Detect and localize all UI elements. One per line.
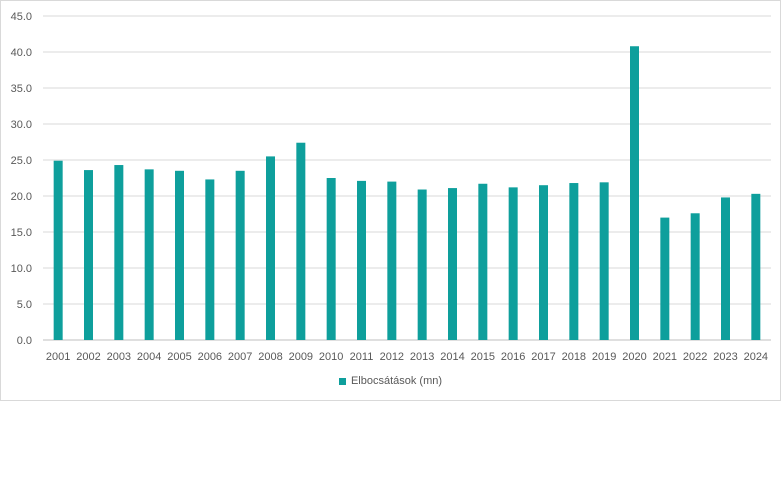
bar-chart: 0.0 5.0 10.0 15.0 20.0 25.0 30.0 35.0 40.0 45.0 20… [11,11,771,363]
x-tick-label: 2004 [137,351,161,363]
x-tick-label: 2010 [319,351,343,363]
bar [175,170,184,340]
x-tick-label: 2012 [380,351,404,363]
y-tick-label: 45.0 [11,11,32,23]
x-tick-label: 2019 [592,351,616,363]
bar [357,180,366,340]
x-tick-label: 2011 [350,351,374,363]
bar [660,217,670,340]
y-tick-label: 20.0 [11,191,32,203]
bar [296,142,306,340]
bar [721,197,730,340]
x-tick-label: 2024 [744,351,768,363]
y-tick-label: 0.0 [17,335,32,347]
bar [539,185,548,340]
bar [569,183,579,340]
x-tick-label: 2007 [228,351,252,363]
x-tick-label: 2009 [289,351,313,363]
legend-label: Elbocsátások (mn) [350,375,443,387]
bar [630,46,639,341]
legend-swatch [338,377,346,385]
x-tick-label: 2017 [531,351,555,363]
x-tick-label: 2002 [76,351,100,363]
x-tick-label: 2023 [713,351,737,363]
x-tick-label: 2016 [501,351,525,363]
x-tick-label: 2015 [471,351,495,363]
bar [448,188,457,340]
bar [417,189,427,340]
x-tick-label: 2020 [622,351,646,363]
x-tick-label: 2022 [683,351,707,363]
bar [205,179,215,340]
x-tick-label: 2006 [198,351,222,363]
bar [326,178,336,340]
bar [144,169,154,340]
y-tick-label: 25.0 [11,155,32,167]
bar [751,193,761,340]
y-tick-label: 30.0 [11,119,32,131]
bar [508,187,518,340]
x-tick-label: 2021 [653,351,677,363]
x-tick-label: 2001 [46,351,70,363]
bar [53,160,63,340]
y-tick-label: 15.0 [11,227,32,239]
bar [235,170,245,340]
y-tick-label: 40.0 [11,47,32,59]
bar [84,170,93,340]
x-tick-label: 2013 [410,351,434,363]
chart-area: 0.0 5.0 10.0 15.0 20.0 25.0 30.0 35.0 40.0 45.0 20… [0,0,781,401]
bar [478,183,488,340]
x-tick-label: 2018 [562,351,586,363]
bar [114,165,124,340]
y-tick-label: 5.0 [17,299,32,311]
bar [599,182,609,340]
bar [690,213,700,340]
y-tick-label: 10.0 [11,263,32,275]
x-tick-label: 2014 [440,351,464,363]
legend: Elbocsátások (mn) [0,375,781,387]
x-tick-label: 2003 [107,351,131,363]
y-tick-label: 35.0 [11,83,32,95]
bar [266,156,275,340]
x-tick-label: 2005 [167,351,191,363]
bar [387,181,397,340]
x-tick-label: 2008 [258,351,282,363]
